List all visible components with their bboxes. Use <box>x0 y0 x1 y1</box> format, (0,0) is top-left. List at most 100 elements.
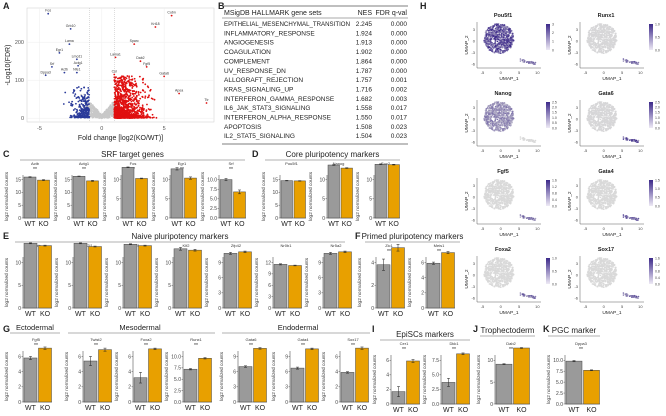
y-tick-label: 3 <box>218 291 221 297</box>
umap-cell <box>600 25 602 27</box>
volcano-point-up <box>135 82 137 85</box>
volcano-point-up <box>120 82 123 85</box>
y-tick-label: 2 <box>128 385 131 391</box>
volcano-point-up <box>113 97 116 100</box>
y-tick-label: 10 <box>162 177 168 183</box>
gene-label: Col <box>112 70 117 74</box>
volcano-point-ns <box>94 112 97 114</box>
volcano-point-up <box>131 96 134 99</box>
y-tick-label: 15 <box>64 177 70 183</box>
wt-label: WT <box>325 311 337 318</box>
umap-cell <box>613 30 616 32</box>
volcano-point-up <box>127 105 130 108</box>
volcano-point-ns <box>110 107 112 110</box>
umap-cell <box>610 34 612 37</box>
labeled-gene-point <box>51 66 53 68</box>
umap-cell <box>600 49 603 51</box>
y-tick-label: 10.0 <box>553 358 563 364</box>
volcano-point-up <box>128 76 131 79</box>
volcano-point-down <box>88 93 91 96</box>
volcano-point-up <box>130 98 133 101</box>
ko-label: KO <box>140 311 151 318</box>
ko-bar <box>293 180 306 219</box>
volcano-point-down <box>87 103 90 106</box>
labeled-gene-point <box>68 43 71 45</box>
x-tick-label: -5 <box>37 126 42 132</box>
umap-cell <box>591 46 594 48</box>
umap-cell <box>503 116 505 119</box>
wt-bar <box>183 368 198 403</box>
y-axis-title: log2 normalized counts <box>261 171 267 221</box>
fdr-value: 0.000 <box>391 58 408 65</box>
volcano-point-up <box>123 80 126 83</box>
umap-cell <box>493 29 495 32</box>
umap-cell <box>495 27 497 30</box>
volcano-point-ns <box>91 116 94 119</box>
wt-label: WT <box>569 407 581 414</box>
volcano-point-up <box>129 92 132 95</box>
section-title-trophectoderm: Trophectoderm <box>481 326 535 335</box>
umap-cell <box>588 37 591 40</box>
y-tick-label: 0 <box>67 216 70 222</box>
ko-label: KO <box>40 405 51 412</box>
significance-marker: ** <box>229 167 233 173</box>
ko-label: KO <box>408 407 419 414</box>
volcano-point-down <box>83 106 85 109</box>
volcano-point-down <box>85 109 88 111</box>
umap-cell <box>490 31 493 34</box>
y-tick-label: 5.0 <box>210 197 217 203</box>
y-axis-title: log2 normalized counts <box>64 351 70 401</box>
volcano-point-up <box>118 84 121 87</box>
volcano-point-up <box>116 105 119 108</box>
umap-cell <box>488 27 490 29</box>
umap-cell <box>592 26 595 28</box>
y-tick-label: 0 <box>335 400 338 406</box>
volcano-point-up <box>121 110 124 113</box>
umap-cell <box>602 28 605 31</box>
volcano-point-up <box>126 88 129 90</box>
volcano-point-up <box>130 100 133 103</box>
labeled-gene-point <box>133 43 136 45</box>
y-tick-label: -6 <box>574 62 578 67</box>
umap-title: Runx1 <box>598 13 615 19</box>
fdr-value: 0.023 <box>391 124 408 131</box>
volcano-point-ns <box>91 113 94 116</box>
y-tick-label: 4 <box>371 260 374 266</box>
umap-cell <box>488 40 491 43</box>
umap-cell <box>506 126 508 128</box>
gene-label: Actg1 <box>74 61 83 65</box>
umap-cell <box>500 35 503 38</box>
ko-bar <box>338 251 352 309</box>
umap-cell <box>589 29 592 31</box>
ko-label: KO <box>389 221 400 228</box>
section-title-endodermal: Endodermal <box>278 323 319 332</box>
ko-bar <box>253 348 267 403</box>
umap-cell <box>497 31 500 33</box>
y-tick-label: 2 <box>335 385 338 391</box>
labeled-gene-point <box>113 73 116 76</box>
ko-label: KO <box>516 407 527 414</box>
volcano-point-up <box>130 75 133 78</box>
umap-cell <box>501 46 504 48</box>
volcano-point-down <box>87 86 90 89</box>
y-tick-label: 6 <box>335 354 338 360</box>
y-tick-label: 7.5 <box>432 358 439 364</box>
volcano-point-down <box>86 93 89 95</box>
volcano-point-up <box>131 79 134 81</box>
y-axis-title: log2 normalized counts <box>355 171 361 221</box>
gene-set-name: IL6_JAK_STAT3_SIGNALING <box>224 105 310 112</box>
x-tick-label: 5 <box>621 70 624 75</box>
umap-cell <box>499 45 501 48</box>
gene-label: Lama <box>65 39 74 43</box>
gene-label: Gata6 <box>159 71 169 75</box>
y-tick-label: 4 <box>128 369 131 375</box>
y-tick-label: -3 <box>574 50 578 55</box>
volcano-point-up <box>119 99 122 102</box>
wt-label: WT <box>428 311 440 318</box>
volcano-point-down <box>73 95 76 97</box>
wt-bar <box>376 264 391 309</box>
y-axis-title: log2 normalized counts <box>321 351 327 401</box>
